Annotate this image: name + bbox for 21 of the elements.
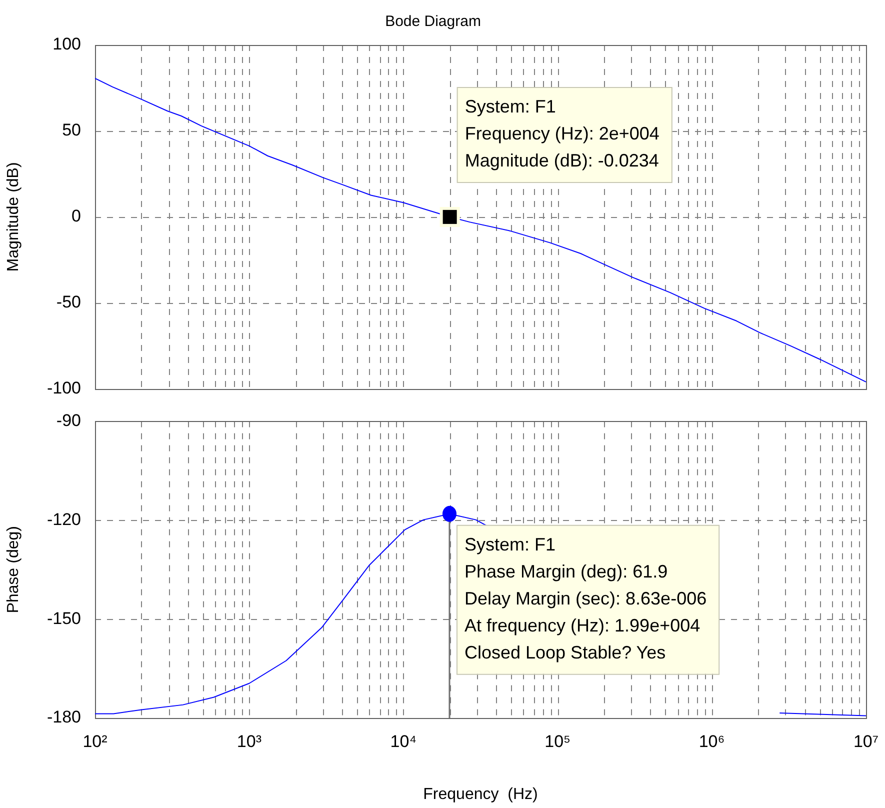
x-tick-label: 10⁴ [390,732,417,751]
y-tick-label: -50 [56,292,81,312]
chart-title: Bode Diagram [385,13,481,30]
y-tick-label: 0 [72,206,81,226]
x-tick-label: 10⁵ [544,732,571,751]
y-axis-title: Magnitude (dB) [5,162,22,272]
x-tick-label: 10⁶ [698,732,725,751]
y-tick-label: -100 [46,378,81,398]
y-tick-label: -120 [46,510,81,529]
y-tick-label: 100 [52,34,81,54]
annotation: System: F1 Frequency (Hz): 2e+004 Magnitude (dB): -0.0234 [464,96,660,170]
x-tick-label: 10³ [236,732,262,751]
x-axis-title: Frequency (Hz) [423,786,538,803]
y-tick-label: 50 [62,120,81,140]
x-tick-label: 10⁷ [853,732,879,751]
y-tick-label: -150 [46,608,81,628]
y-tick-label: -180 [46,708,81,727]
y-tick-label: -90 [56,410,81,430]
x-tick-label: 10² [82,732,108,751]
annotation: System: F1 Phase Margin (deg): 61.9 Delay Margin (sec): 8.63e-006 At frequency (Hz): 1.99e+004 Closed Loop Stable? Yes [464,534,707,662]
y-axis-title: Phase (deg) [5,526,22,614]
